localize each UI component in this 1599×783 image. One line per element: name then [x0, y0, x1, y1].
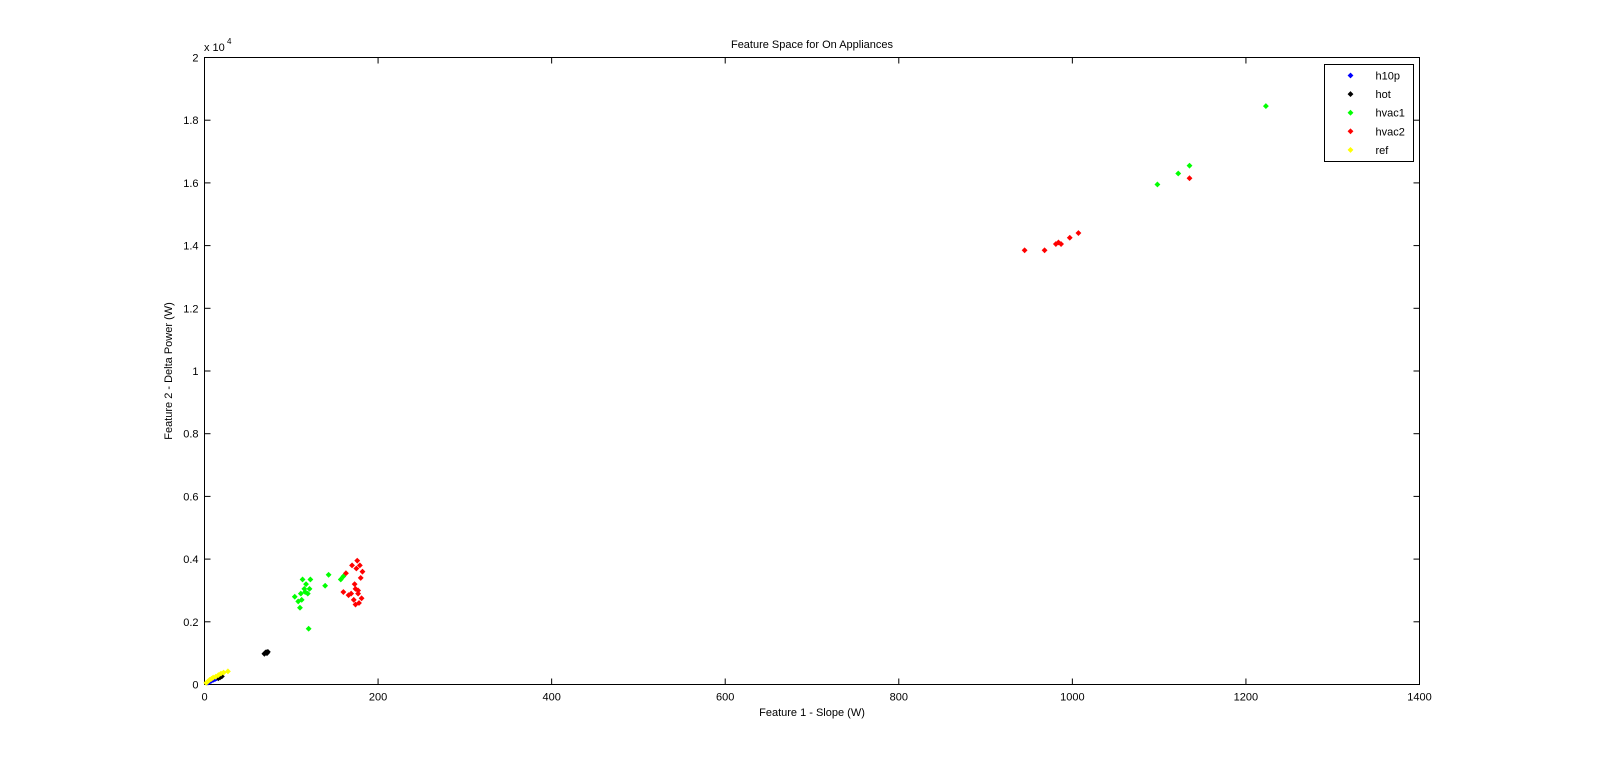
data-point-hvac2 — [355, 587, 362, 594]
data-point-hvac1 — [303, 581, 309, 588]
legend-item-h10p: h10p — [1347, 71, 1400, 83]
x-tick-label: 600 — [716, 692, 734, 704]
legend-marker — [1347, 72, 1354, 79]
data-point-hvac1 — [297, 590, 304, 597]
data-point-hvac2 — [350, 596, 357, 603]
legend-label: hvac1 — [1376, 108, 1405, 120]
y-tick-label: 0.2 — [183, 617, 198, 629]
data-point-hvac1 — [306, 585, 313, 592]
series-hot — [215, 648, 271, 682]
plot-area — [204, 57, 1420, 685]
data-point-hvac1 — [304, 590, 311, 597]
data-point-hvac2 — [1075, 230, 1082, 236]
x-tick-label: 1400 — [1407, 692, 1431, 704]
data-point-hvac1 — [297, 604, 303, 611]
y-tick-label: 0 — [192, 680, 198, 692]
data-point-hvac2 — [357, 574, 364, 581]
data-point-hvac2 — [1066, 234, 1073, 241]
data-point-hvac1 — [1175, 170, 1182, 177]
legend-item-ref: ref — [1347, 145, 1390, 157]
data-point-hvac1 — [325, 571, 332, 578]
data-point-hvac2 — [352, 585, 359, 592]
data-point-hvac2 — [355, 590, 362, 597]
data-point-hvac2 — [349, 562, 355, 569]
legend-item-hvac1: hvac1 — [1347, 108, 1405, 120]
y-tick-label: 1 — [192, 366, 198, 378]
x-tick-label: 400 — [542, 692, 560, 704]
data-point-hvac2 — [1021, 247, 1028, 254]
data-series — [203, 103, 1269, 686]
x-axis-ticks: 0 200 400 600 800 1000 1200 1400 — [201, 57, 1432, 704]
legend: h10p hot hvac1 hvac2 ref — [1324, 64, 1414, 162]
chart-title: Feature Space for On Appliances — [731, 39, 894, 51]
data-point-hvac2 — [1186, 175, 1193, 182]
data-point-ref — [225, 668, 231, 675]
data-point-hvac2 — [340, 589, 347, 595]
y-scale-factor: x 10 4 — [204, 37, 232, 54]
legend-marker — [1347, 109, 1354, 116]
y-tick-label: 0.8 — [183, 429, 198, 441]
data-point-hvac1 — [299, 576, 306, 583]
series-hvac1 — [291, 103, 1269, 632]
data-point-hvac1 — [302, 589, 309, 595]
legend-label: ref — [1376, 145, 1390, 157]
y-tick-label: 1.6 — [183, 178, 198, 190]
y-tick-label: 1.8 — [183, 115, 198, 127]
y-axis-ticks: 0 0.2 0.4 0.6 0.8 1 1.2 1.4 1.6 1.8 2 — [183, 53, 1420, 692]
data-point-hvac2 — [1058, 241, 1064, 247]
data-point-hvac2 — [356, 600, 362, 606]
y-tick-label: 0.4 — [183, 554, 198, 566]
data-point-hvac1 — [291, 593, 298, 600]
data-point-hvac1 — [298, 596, 305, 603]
x-tick-label: 800 — [890, 692, 908, 704]
series-hvac2 — [340, 175, 1193, 608]
y-tick-label: 1.4 — [183, 241, 198, 253]
legend-item-hvac2: hvac2 — [1347, 126, 1405, 138]
data-point-hot — [264, 648, 271, 655]
legend-label: h10p — [1376, 71, 1400, 83]
y-scale-exponent: 4 — [227, 37, 232, 46]
data-point-hvac2 — [359, 568, 366, 575]
y-tick-label: 0.6 — [183, 491, 198, 503]
legend-marker — [1347, 146, 1354, 153]
y-axis-label: Feature 2 - Delta Power (W) — [163, 302, 175, 440]
data-point-hvac2 — [348, 590, 355, 597]
legend-marker — [1347, 91, 1354, 98]
x-tick-label: 0 — [201, 692, 207, 704]
data-point-hvac1 — [1262, 103, 1269, 110]
data-point-hvac2 — [356, 562, 363, 569]
y-tick-label: 1.2 — [183, 303, 198, 315]
data-point-hvac2 — [358, 595, 365, 602]
legend-marker — [1347, 128, 1354, 135]
y-tick-label: 2 — [192, 53, 198, 65]
x-tick-label: 1000 — [1060, 692, 1084, 704]
data-point-hvac1 — [337, 576, 344, 583]
data-point-hvac1 — [1154, 181, 1161, 188]
legend-label: hot — [1376, 89, 1391, 101]
data-point-hvac1 — [1186, 162, 1193, 169]
data-point-hvac1 — [322, 582, 329, 589]
x-tick-label: 1200 — [1234, 692, 1258, 704]
legend-label: hvac2 — [1376, 126, 1405, 138]
data-point-hvac2 — [351, 581, 358, 588]
data-point-hvac2 — [1041, 247, 1048, 254]
x-tick-label: 200 — [369, 692, 387, 704]
legend-item-hot: hot — [1347, 89, 1391, 101]
data-point-hvac2 — [343, 570, 349, 577]
y-scale-base: x 10 — [204, 42, 225, 54]
legend-box — [1324, 64, 1414, 162]
data-point-ref — [220, 669, 227, 676]
data-point-hvac2 — [353, 565, 360, 572]
series-ref — [203, 668, 231, 686]
data-point-hvac1 — [305, 625, 312, 632]
x-axis-label: Feature 1 - Slope (W) — [759, 707, 865, 719]
data-point-hvac2 — [354, 557, 361, 564]
data-point-hvac1 — [340, 573, 347, 580]
data-point-hvac1 — [307, 576, 314, 583]
